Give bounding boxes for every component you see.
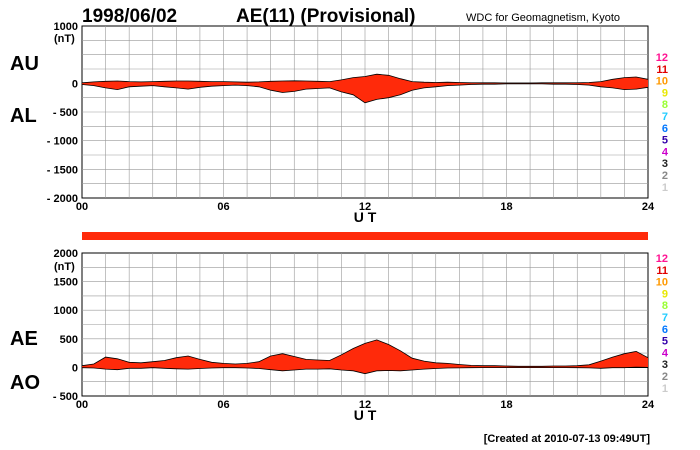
station-count-label: 12	[656, 52, 668, 64]
au-al-grid	[82, 26, 648, 198]
source-label: WDC for Geomagnetism, Kyoto	[466, 12, 620, 24]
station-count-label: 11	[656, 64, 668, 76]
al-label: AL	[10, 105, 37, 127]
y-tick-label: 500	[60, 334, 78, 346]
ae-ao-x-axis-label: U T	[354, 407, 377, 423]
series-line-ae	[81, 339, 649, 367]
ae-ao-unit-label: (nT)	[54, 261, 75, 273]
x-tick-label: 06	[217, 399, 229, 411]
station-count-label: 10	[656, 76, 668, 88]
station-count-label: 7	[662, 312, 668, 324]
station-count-label: 3	[662, 158, 668, 170]
ae-ao-area	[81, 339, 649, 375]
y-tick-label: - 1500	[47, 164, 78, 176]
station-count-label: 12	[656, 253, 668, 265]
station-count-label: 7	[662, 111, 668, 123]
series-line-ao	[81, 366, 649, 375]
station-count-label: 4	[662, 347, 669, 359]
ae-ao-grid	[82, 253, 648, 396]
au-al-y-tick-labels: 1000 0 - 500 - 1000 - 1500 - 2000	[47, 21, 78, 205]
station-count-label: 4	[662, 146, 669, 158]
station-count-label: 8	[662, 99, 668, 111]
ae-ao-y-tick-labels: 2000 1500 1000 500 0 - 500	[53, 248, 78, 403]
x-tick-label: 00	[76, 399, 88, 411]
station-count-label: 2	[662, 371, 668, 383]
chart-title: AE(11) (Provisional)	[236, 6, 416, 27]
y-tick-label: - 500	[53, 391, 78, 403]
x-tick-label: 12	[359, 201, 371, 213]
y-tick-label: 1000	[54, 21, 78, 33]
y-tick-label: 1000	[54, 305, 78, 317]
station-count-label: 1	[662, 182, 668, 194]
y-tick-label: 2000	[54, 248, 78, 260]
station-count-label: 6	[662, 123, 668, 135]
ao-label: AO	[10, 372, 40, 394]
x-tick-label: 06	[217, 201, 229, 213]
station-count-label: 10	[656, 277, 668, 289]
station-count-label: 8	[662, 300, 668, 312]
ae-ao-x-tick-labels: 00 06 12 18 24	[76, 399, 655, 411]
au-al-unit-label: (nT)	[54, 33, 75, 45]
y-tick-label: 1500	[54, 277, 78, 289]
y-tick-label: - 2000	[47, 193, 78, 205]
series-line-al	[81, 83, 649, 104]
y-tick-label: 0	[72, 78, 78, 90]
series-line-au	[81, 73, 649, 84]
x-tick-label: 12	[359, 399, 371, 411]
y-tick-label: - 1000	[47, 136, 78, 148]
station-count-label: 5	[662, 336, 668, 348]
station-count-label: 9	[662, 288, 668, 300]
station-count-label: 1	[662, 383, 668, 395]
station-count-label: 9	[662, 87, 668, 99]
date-label: 1998/06/02	[82, 6, 177, 27]
ae-label: AE	[10, 328, 38, 350]
au-al-area	[81, 73, 649, 104]
x-tick-label: 24	[642, 399, 655, 411]
station-count-label: 11	[656, 265, 668, 277]
x-tick-label: 18	[500, 399, 512, 411]
data-coverage-bar	[82, 232, 648, 240]
x-tick-label: 24	[642, 201, 655, 213]
au-al-x-tick-labels: 00 06 12 18 24	[76, 201, 655, 213]
station-count-label: 6	[662, 324, 668, 336]
au-al-range-fill	[82, 74, 648, 103]
x-tick-label: 18	[500, 201, 512, 213]
y-tick-label: - 500	[53, 107, 78, 119]
station-count-label: 2	[662, 170, 668, 182]
station-count-label: 5	[662, 135, 668, 147]
station-count-label: 3	[662, 359, 668, 371]
au-label: AU	[10, 53, 39, 75]
y-tick-label: 0	[72, 362, 78, 374]
x-tick-label: 00	[76, 201, 88, 213]
created-timestamp: [Created at 2010-07-13 09:49UT]	[484, 433, 651, 445]
ae-ao-range-fill	[82, 339, 648, 374]
au-al-x-axis-label: U T	[354, 209, 377, 225]
